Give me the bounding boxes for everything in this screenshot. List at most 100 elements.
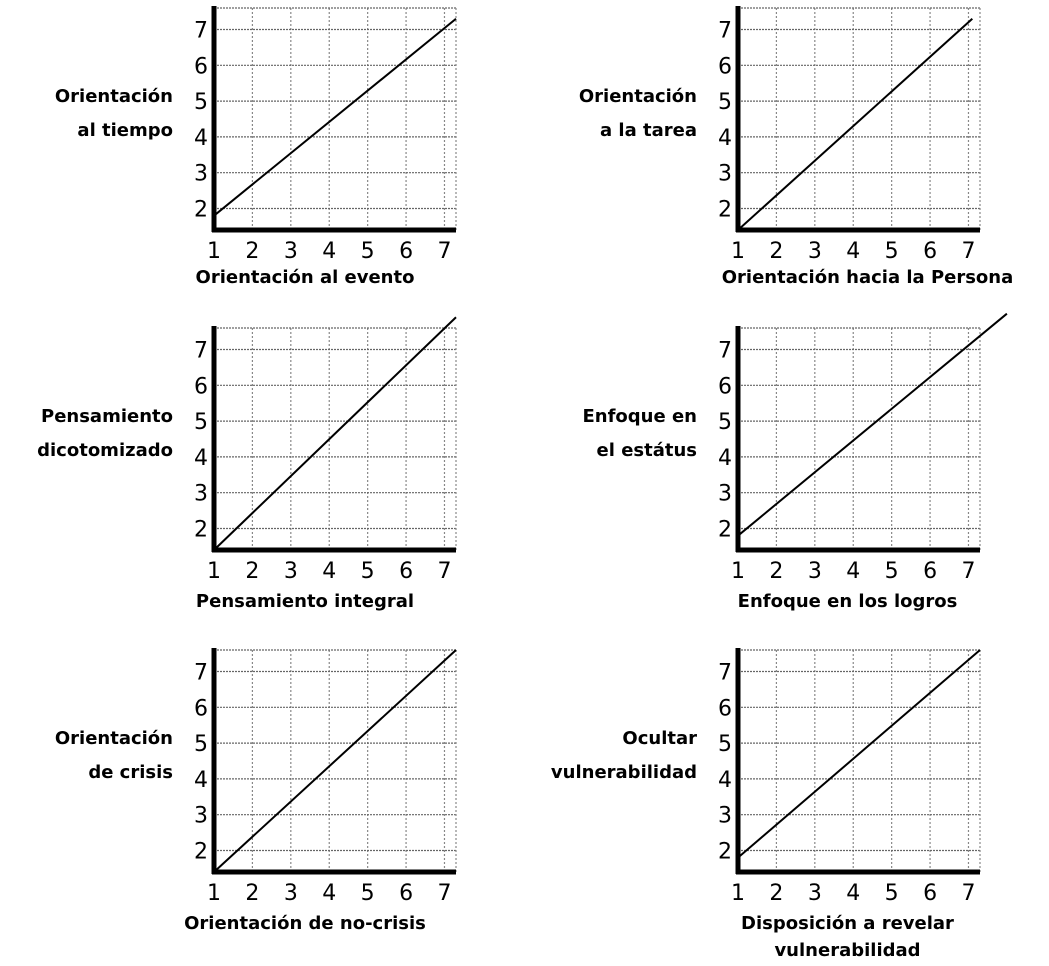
y-axis-label-line-1: Ocultar <box>622 728 697 749</box>
x-axis-label: Orientación hacia la Persona <box>690 264 1045 291</box>
grid <box>738 649 981 872</box>
y-axis-label-line-1: Orientación <box>578 86 697 107</box>
x-tick-label-5: 5 <box>885 559 899 584</box>
x-tick-label-5: 5 <box>361 881 375 906</box>
y-tick-label-3: 3 <box>194 482 208 507</box>
y-tick-label-5: 5 <box>718 410 732 435</box>
series-line-1 <box>213 316 457 551</box>
y-tick-label-7: 7 <box>194 18 208 43</box>
x-tick-label-6: 6 <box>923 881 937 906</box>
y-axis-label: Orientación a la tarea <box>497 80 697 148</box>
grid <box>214 327 457 550</box>
x-axis-label-line-1: Orientación hacia la Persona <box>721 267 1014 288</box>
x-tick-label-1: 1 <box>207 881 221 906</box>
y-tick-label-6: 6 <box>194 374 208 399</box>
y-tick-label-5: 5 <box>194 732 208 757</box>
y-tick-label-4: 4 <box>718 446 732 471</box>
x-axis-label: Enfoque en los logros <box>690 588 1005 615</box>
x-tick-label-5: 5 <box>361 559 375 584</box>
y-tick-label-5: 5 <box>718 732 732 757</box>
x-tick-label-2: 2 <box>245 239 259 264</box>
grid <box>214 649 457 872</box>
x-tick-label-1: 1 <box>731 559 745 584</box>
series-line-1 <box>737 649 981 859</box>
x-tick-label-5: 5 <box>885 239 899 264</box>
x-axis-label-line-1: Orientación al evento <box>195 267 415 288</box>
y-tick-label-7: 7 <box>718 660 732 685</box>
x-tick-label-4: 4 <box>846 559 860 584</box>
x-tick-label-2: 2 <box>769 239 783 264</box>
x-tick-label-4: 4 <box>846 881 860 906</box>
series-line-1 <box>737 312 1008 537</box>
y-tick-label-7: 7 <box>718 18 732 43</box>
x-tick-label-4: 4 <box>846 239 860 264</box>
x-tick-label-5: 5 <box>361 239 375 264</box>
x-axis-label: Disposición a revelar vulnerabilidad <box>690 910 1005 964</box>
y-tick-label-3: 3 <box>718 804 732 829</box>
y-tick-label-4: 4 <box>718 768 732 793</box>
y-tick-label-4: 4 <box>194 446 208 471</box>
y-tick-label-6: 6 <box>718 54 732 79</box>
y-axis-label-line-1: Pensamiento <box>41 406 173 427</box>
x-tick-label-6: 6 <box>399 559 413 584</box>
y-tick-label-4: 4 <box>194 768 208 793</box>
y-axis-label: Orientación al tiempo <box>0 80 173 148</box>
x-tick-label-1: 1 <box>731 881 745 906</box>
y-tick-label-5: 5 <box>194 90 208 115</box>
x-tick-label-6: 6 <box>923 559 937 584</box>
x-tick-label-3: 3 <box>808 239 822 264</box>
x-tick-label-7: 7 <box>437 881 451 906</box>
x-tick-label-7: 7 <box>437 239 451 264</box>
y-tick-label-7: 7 <box>194 338 208 363</box>
x-axis-label-line-1: Enfoque en los logros <box>737 591 958 612</box>
y-tick-label-3: 3 <box>718 482 732 507</box>
x-tick-label-2: 2 <box>245 559 259 584</box>
y-axis-label: Orientación de crisis <box>0 722 173 790</box>
y-tick-label-4: 4 <box>718 126 732 151</box>
y-axis-label-line-2: de crisis <box>88 762 173 783</box>
x-axis-label: Orientación de no-crisis <box>150 910 460 937</box>
y-tick-label-2: 2 <box>718 518 732 543</box>
y-tick-label-6: 6 <box>718 696 732 721</box>
series-line-1 <box>213 649 457 873</box>
x-tick-label-7: 7 <box>961 559 975 584</box>
x-axis-label-line-2: vulnerabilidad <box>774 940 921 961</box>
y-axis-label: Ocultar vulnerabilidad <box>497 722 697 790</box>
y-tick-label-2: 2 <box>194 198 208 223</box>
series-line-1 <box>737 17 973 231</box>
x-axis-label: Pensamiento integral <box>150 588 460 615</box>
y-tick-label-2: 2 <box>718 198 732 223</box>
y-tick-label-3: 3 <box>194 804 208 829</box>
y-tick-label-6: 6 <box>718 374 732 399</box>
x-tick-label-4: 4 <box>322 559 336 584</box>
y-tick-label-7: 7 <box>194 660 208 685</box>
y-axis-label-line-2: a la tarea <box>600 120 697 141</box>
x-tick-label-2: 2 <box>769 881 783 906</box>
x-axis-label: Orientación al evento <box>150 264 460 291</box>
x-tick-label-3: 3 <box>808 559 822 584</box>
x-axis-label-line-1: Orientación de no-crisis <box>184 913 426 934</box>
x-tick-label-6: 6 <box>399 881 413 906</box>
y-axis-label: Pensamiento dicotomizado <box>0 400 173 468</box>
x-tick-label-3: 3 <box>808 881 822 906</box>
grid <box>738 7 981 230</box>
x-tick-label-3: 3 <box>284 881 298 906</box>
x-tick-label-4: 4 <box>322 881 336 906</box>
x-tick-label-3: 3 <box>284 239 298 264</box>
y-tick-label-5: 5 <box>194 410 208 435</box>
y-tick-label-7: 7 <box>718 338 732 363</box>
y-axis-label-line-2: al tiempo <box>77 120 173 141</box>
series-line-1 <box>213 17 457 217</box>
y-axis-label-line-2: vulnerabilidad <box>550 762 697 783</box>
grid <box>214 7 457 230</box>
x-tick-label-6: 6 <box>399 239 413 264</box>
x-tick-label-2: 2 <box>769 559 783 584</box>
y-tick-label-2: 2 <box>718 840 732 865</box>
y-tick-label-2: 2 <box>194 518 208 543</box>
